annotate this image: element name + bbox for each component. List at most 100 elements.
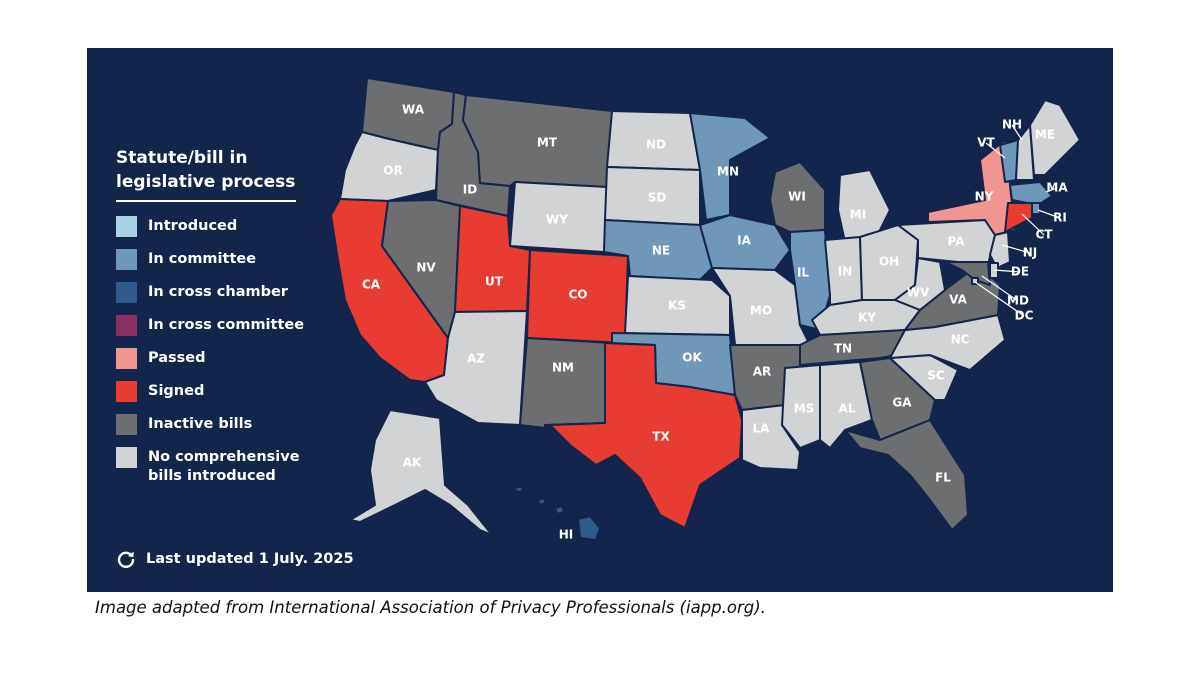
legend-label: Passed xyxy=(148,350,206,366)
state-label-nv: NV xyxy=(416,261,436,275)
state-wv xyxy=(894,257,946,311)
legend-swatch xyxy=(116,414,137,435)
leader-line-md xyxy=(981,275,1019,302)
legend-label: No comprehensive bills introduced xyxy=(148,449,300,484)
state-label-in: IN xyxy=(838,265,853,279)
state-label-co: CO xyxy=(568,288,587,302)
state-label-dc: DC xyxy=(1015,309,1034,323)
legend-items: Introduced In committee In cross chamber In… xyxy=(116,216,316,486)
legend-item: In cross committee xyxy=(116,315,316,336)
state-label-fl: FL xyxy=(935,471,951,485)
state-label-hi: HI xyxy=(559,528,574,542)
state-label-ms: MS xyxy=(794,402,815,416)
legend-label: Signed xyxy=(148,383,205,399)
legend-item: Signed xyxy=(116,381,316,402)
state-label-nh: NH xyxy=(1002,118,1022,132)
state-label-ks: KS xyxy=(668,299,686,313)
legend-swatch xyxy=(116,447,137,468)
legend-swatch xyxy=(116,282,137,303)
state-tx xyxy=(549,342,743,529)
state-label-ga: GA xyxy=(892,396,912,410)
state-label-ri: RI xyxy=(1053,211,1067,225)
state-mo xyxy=(711,267,811,346)
state-hi xyxy=(514,485,601,541)
state-label-vt: VT xyxy=(977,136,995,150)
state-nj xyxy=(989,231,1011,269)
state-label-id: ID xyxy=(463,183,477,197)
state-label-ne: NE xyxy=(652,244,670,258)
state-label-il: IL xyxy=(797,266,809,280)
legend-label: In cross committee xyxy=(148,317,305,333)
legend-swatch xyxy=(116,249,137,270)
legend-divider xyxy=(116,200,296,202)
legend-label: Inactive bills xyxy=(148,416,253,432)
state-label-va: VA xyxy=(949,293,967,307)
state-label-wi: WI xyxy=(788,190,806,204)
leader-line-ri xyxy=(1037,209,1061,219)
legend-label: In cross chamber xyxy=(148,284,288,300)
state-label-wv: WV xyxy=(907,286,930,300)
state-label-wy: WY xyxy=(546,213,568,227)
state-mn xyxy=(689,112,771,221)
legend-item: In cross chamber xyxy=(116,282,316,303)
leader-line-vt xyxy=(985,142,1006,159)
legend-item: Passed xyxy=(116,348,316,369)
last-updated: Last updated 1 July. 2025 xyxy=(116,549,354,569)
state-nm xyxy=(519,337,613,429)
legend-label: Introduced xyxy=(148,218,238,234)
leader-line-nj xyxy=(1001,244,1031,254)
state-label-al: AL xyxy=(839,402,856,416)
state-label-ok: OK xyxy=(682,351,702,365)
state-label-nc: NC xyxy=(951,333,970,347)
state-ri xyxy=(1031,202,1041,215)
state-ak xyxy=(349,409,493,536)
state-label-ny: NY xyxy=(975,190,994,204)
state-label-wa: WA xyxy=(402,103,425,117)
last-updated-text: Last updated 1 July. 2025 xyxy=(146,551,354,567)
legend-item: No comprehensive bills introduced xyxy=(116,447,316,486)
state-az xyxy=(424,310,528,426)
legend-item: In committee xyxy=(116,249,316,270)
leader-line-dc xyxy=(974,281,1025,317)
leader-line-ma xyxy=(1045,187,1058,193)
legend-swatch xyxy=(116,381,137,402)
leader-line-nh xyxy=(1011,124,1023,141)
state-label-sd: SD xyxy=(648,191,667,205)
state-me xyxy=(1029,99,1081,176)
state-label-ca: CA xyxy=(362,278,381,292)
legend-label: In committee xyxy=(148,251,257,267)
state-ma xyxy=(1009,181,1053,206)
state-label-oh: OH xyxy=(879,255,899,269)
legend-item: Introduced xyxy=(116,216,316,237)
legend-item: Inactive bills xyxy=(116,414,316,435)
image-caption: Image adapted from International Associa… xyxy=(95,598,766,617)
state-label-ut: UT xyxy=(485,275,504,289)
state-label-ky: KY xyxy=(858,311,876,325)
state-label-nj: NJ xyxy=(1023,246,1038,260)
state-label-ma: MA xyxy=(1046,181,1068,195)
state-label-mt: MT xyxy=(537,136,558,150)
state-label-nd: ND xyxy=(646,138,666,152)
state-label-mo: MO xyxy=(750,304,772,318)
state-label-ia: IA xyxy=(737,234,751,248)
state-label-or: OR xyxy=(383,164,402,178)
legend-swatch xyxy=(116,315,137,336)
legend-title-line2: legislative process xyxy=(116,172,296,192)
state-label-mi: MI xyxy=(850,208,866,222)
state-label-sc: SC xyxy=(927,369,945,383)
state-fl xyxy=(844,419,969,531)
state-ms xyxy=(781,364,821,449)
state-ct xyxy=(1004,202,1033,233)
legend: Statute/bill in legislative process Intr… xyxy=(116,146,316,498)
state-label-ak: AK xyxy=(403,456,422,470)
state-label-tn: TN xyxy=(834,342,852,356)
state-label-tx: TX xyxy=(652,430,670,444)
refresh-icon xyxy=(117,551,135,569)
state-label-mn: MN xyxy=(717,165,739,179)
state-label-pa: PA xyxy=(948,235,966,249)
state-label-la: LA xyxy=(753,422,771,436)
state-label-de: DE xyxy=(1011,265,1029,279)
legend-title: Statute/bill in legislative process xyxy=(116,146,316,194)
state-or xyxy=(339,131,439,202)
